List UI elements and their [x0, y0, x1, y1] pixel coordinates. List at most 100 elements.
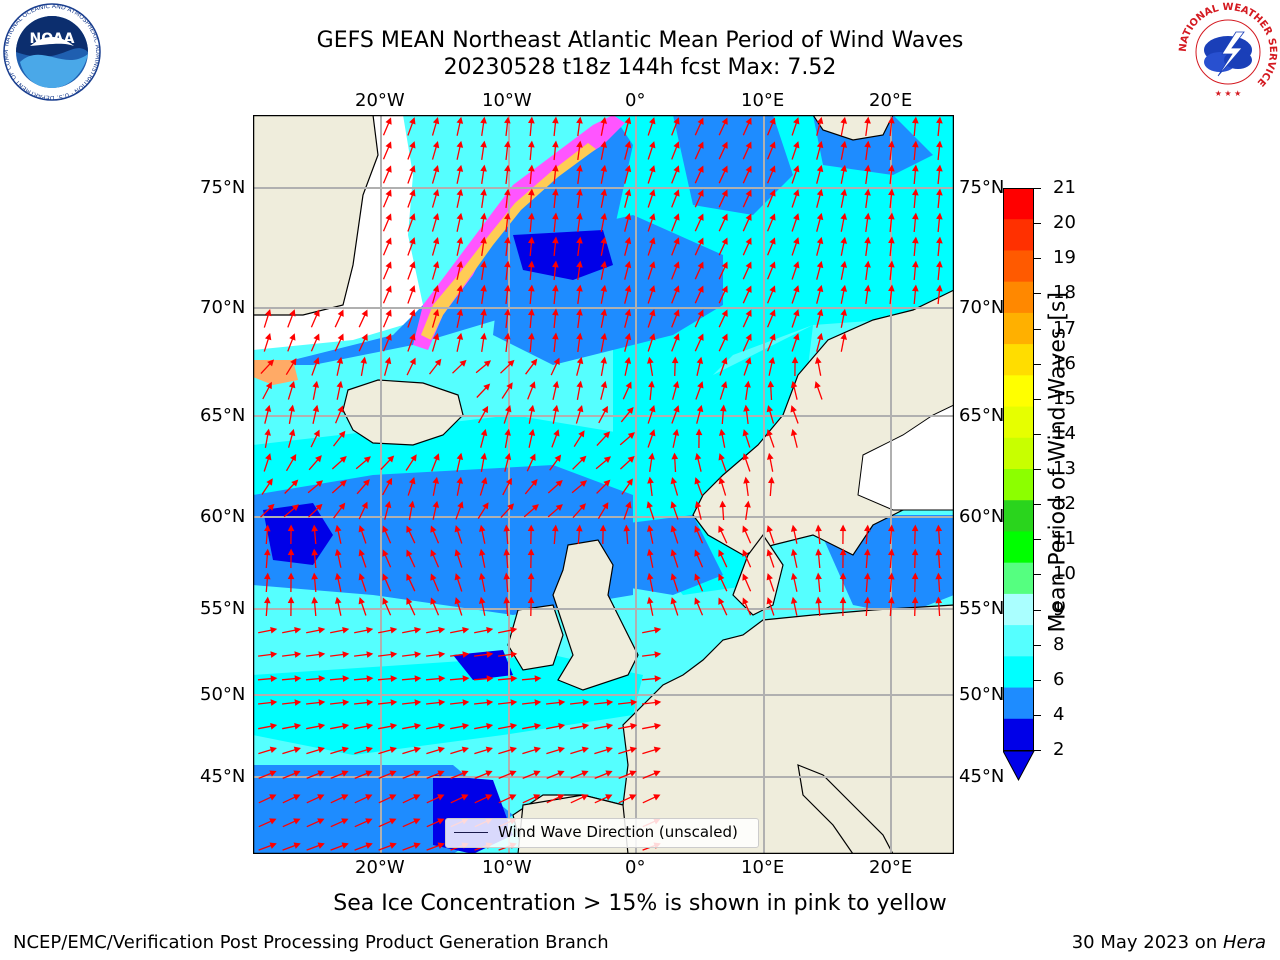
wave-arrow-head — [454, 573, 461, 581]
wave-arrow-head — [576, 284, 583, 292]
wave-arrow-head — [742, 549, 749, 557]
lon-label-top: 10°E — [741, 90, 785, 111]
footer-date: 30 May 2023 on Hera — [1072, 932, 1266, 953]
wave-arrow-head — [718, 525, 725, 533]
wave-arrow-head — [414, 626, 422, 634]
wave-arrow-head — [438, 722, 446, 730]
lat-label-right: 70°N — [959, 297, 1005, 318]
wave-arrow-head — [527, 116, 535, 124]
colorbar-tick-mark — [1034, 644, 1041, 646]
wave-arrow-head — [625, 501, 632, 509]
wave-arrow-head — [718, 453, 725, 461]
wave-arrow-head — [341, 842, 349, 849]
wave-arrow-head — [409, 261, 416, 269]
lon-label-bottom: 20°W — [355, 857, 405, 878]
wave-arrow-head — [649, 237, 656, 245]
wave-arrow-head — [815, 572, 822, 580]
wave-arrow-head — [527, 548, 535, 556]
wave-arrow-head — [718, 477, 726, 485]
wave-arrow-head — [936, 140, 943, 148]
wave-arrow-head — [438, 626, 446, 634]
wave-arrow-head — [480, 212, 487, 220]
wave-arrow-head — [406, 573, 413, 581]
wave-arrow-head — [289, 333, 296, 341]
lon-label-bottom: 10°E — [741, 857, 785, 878]
wave-arrow-head — [506, 382, 513, 390]
wave-arrow-head — [840, 188, 848, 196]
wave-arrow-head — [552, 212, 559, 220]
wave-arrow-head — [385, 477, 393, 486]
land-iceland — [342, 379, 464, 446]
wave-arrow-head — [503, 548, 510, 556]
wave-arrow-head — [318, 626, 326, 634]
wave-arrow-head — [504, 452, 512, 461]
wave-arrow-head — [504, 212, 511, 220]
legend-label: Wind Wave Direction (unscaled) — [498, 823, 738, 841]
wave-arrow-head — [456, 236, 464, 244]
wave-arrow-head — [576, 140, 583, 148]
wave-arrow-head — [390, 722, 398, 730]
colorbar-segment — [1003, 281, 1034, 314]
wave-arrow-head — [454, 525, 461, 533]
wave-arrow-head — [654, 675, 662, 683]
wave-arrow-head — [312, 404, 320, 412]
wave-arrow-head — [911, 260, 919, 268]
wave-arrow-head — [413, 818, 421, 825]
wave-arrow-head — [408, 477, 416, 485]
wave-arrow-head — [552, 164, 559, 172]
wave-arrow-head — [793, 261, 800, 269]
wave-arrow-head — [438, 699, 446, 706]
wave-arrow-head — [766, 525, 773, 533]
wave-arrow-head — [576, 260, 583, 268]
wave-arrow-head — [745, 357, 752, 365]
wave-arrow-head — [576, 188, 583, 196]
wave-arrow-head — [480, 260, 487, 268]
wave-arrow-head — [409, 237, 416, 245]
wave-arrow-head — [341, 818, 349, 825]
wave-arrow-head — [534, 722, 542, 730]
wave-arrow-head — [409, 357, 416, 365]
wave-arrow-head — [936, 236, 943, 244]
wave-arrow-head — [790, 524, 798, 532]
wave-arrow-head — [649, 165, 656, 173]
wave-arrow-head — [527, 596, 535, 604]
wave-arrow-head — [695, 428, 703, 436]
wave-arrow-head — [744, 500, 751, 508]
wave-arrow-head — [293, 842, 301, 849]
graticule — [253, 115, 954, 854]
colorbar-tick-mark — [1034, 504, 1041, 506]
lat-label-left: 75°N — [200, 177, 246, 198]
wave-arrow-head — [462, 626, 470, 634]
chart-subtitle: 20230528 t18z 144h fcst Max: 7.52 — [443, 55, 837, 80]
wave-arrow-head — [863, 548, 871, 556]
wave-arrow-head — [552, 380, 560, 388]
colorbar-segment — [1003, 188, 1034, 220]
wave-arrow-head — [270, 699, 278, 706]
colorbar-tick-label: 6 — [1053, 668, 1065, 690]
wave-arrow-head — [745, 189, 752, 197]
wave-arrow-head — [552, 140, 559, 148]
lon-label-top: 20°W — [355, 90, 405, 111]
wave-arrow-head — [317, 818, 325, 825]
wave-arrow-head — [269, 794, 277, 801]
wave-arrow-head — [654, 722, 662, 730]
wave-arrow-head — [432, 333, 440, 341]
wave-arrow-head — [317, 794, 325, 801]
wave-arrow-head — [263, 548, 271, 556]
wave-arrow-head — [721, 285, 728, 293]
nws-logo: NATIONAL WEATHER SERVICE ★ ★ ★ — [1178, 2, 1278, 100]
wave-arrow-head — [552, 284, 559, 292]
wave-arrow-head — [456, 212, 464, 220]
colorbar-tick-label: 14 — [1053, 422, 1076, 444]
wave-arrow-head — [432, 165, 440, 173]
wave-arrow-head — [576, 308, 583, 316]
wave-arrow-head — [481, 405, 489, 414]
colorbar-tick-mark — [1034, 714, 1041, 716]
wave-arrow-head — [408, 500, 415, 508]
wave-arrow-head — [312, 380, 320, 388]
wave-arrow-head — [911, 524, 919, 532]
wave-arrow-head — [361, 309, 368, 317]
wave-arrow-head — [528, 404, 536, 412]
wave-arrow-head — [337, 333, 344, 341]
wave-arrow-head — [815, 596, 822, 604]
